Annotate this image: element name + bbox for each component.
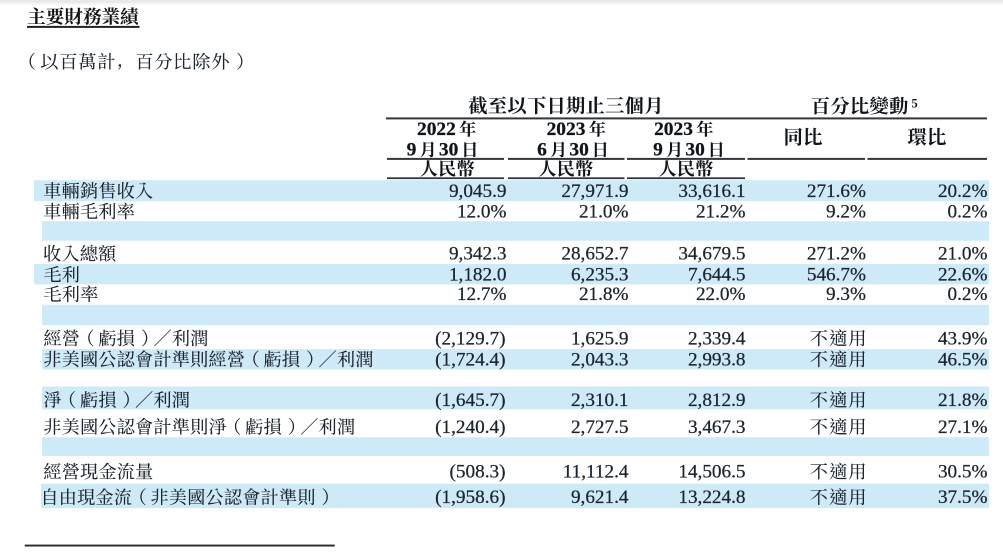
- svg-text:11,112.4: 11,112.4: [563, 462, 629, 483]
- svg-text:7,644.5: 7,644.5: [688, 265, 746, 286]
- svg-text:9.3%: 9.3%: [826, 284, 866, 305]
- svg-text:2022: 2022: [417, 119, 456, 140]
- svg-text:21.0%: 21.0%: [938, 244, 988, 265]
- svg-text:9,621.4: 9,621.4: [571, 487, 629, 508]
- svg-text:5: 5: [912, 97, 918, 111]
- svg-text:(1,240.4): (1,240.4): [435, 417, 505, 438]
- svg-text:9: 9: [407, 140, 417, 161]
- svg-text:21.8%: 21.8%: [938, 390, 988, 411]
- svg-text:2023: 2023: [547, 119, 586, 140]
- svg-text:21.8%: 21.8%: [579, 284, 629, 305]
- svg-text:27,971.9: 27,971.9: [561, 181, 628, 202]
- svg-text:271.6%: 271.6%: [807, 181, 866, 202]
- svg-text:14,506.5: 14,506.5: [678, 462, 745, 483]
- svg-text:(2,129.7): (2,129.7): [435, 328, 505, 349]
- svg-text:33,616.1: 33,616.1: [678, 181, 745, 202]
- svg-text:6,235.3: 6,235.3: [571, 265, 629, 286]
- svg-text:2,727.5: 2,727.5: [571, 417, 629, 438]
- svg-text:(1,958.6): (1,958.6): [435, 487, 505, 508]
- svg-text:3,467.3: 3,467.3: [688, 417, 746, 438]
- svg-text:2,339.4: 2,339.4: [688, 328, 746, 349]
- svg-text:27.1%: 27.1%: [938, 417, 988, 438]
- svg-text:12.7%: 12.7%: [457, 284, 507, 305]
- svg-text:2,043.3: 2,043.3: [571, 349, 629, 370]
- svg-text:271.2%: 271.2%: [807, 244, 866, 265]
- svg-text:34,679.5: 34,679.5: [678, 244, 745, 265]
- svg-text:6: 6: [537, 140, 547, 161]
- svg-text:0.2%: 0.2%: [948, 284, 988, 305]
- svg-text:1,182.0: 1,182.0: [449, 265, 507, 286]
- svg-text:0.2%: 0.2%: [948, 201, 988, 222]
- svg-text:13,224.8: 13,224.8: [678, 487, 745, 508]
- svg-text:30: 30: [439, 140, 458, 161]
- svg-text:2,310.1: 2,310.1: [571, 390, 629, 411]
- svg-text:30: 30: [569, 140, 588, 161]
- svg-text:546.7%: 546.7%: [807, 265, 866, 286]
- svg-text:21.0%: 21.0%: [579, 201, 629, 222]
- svg-text:46.5%: 46.5%: [938, 349, 988, 370]
- svg-text:2023: 2023: [654, 119, 693, 140]
- svg-text:(1,724.4): (1,724.4): [435, 349, 505, 370]
- svg-text:2,812.9: 2,812.9: [688, 390, 746, 411]
- svg-text:(508.3): (508.3): [450, 462, 506, 483]
- svg-text:30: 30: [685, 140, 704, 161]
- svg-text:30.5%: 30.5%: [938, 462, 988, 483]
- svg-text:9,342.3: 9,342.3: [449, 244, 507, 265]
- svg-text:28,652.7: 28,652.7: [561, 244, 629, 265]
- svg-text:22.6%: 22.6%: [938, 265, 988, 286]
- svg-text:(1,645.7): (1,645.7): [435, 390, 505, 411]
- svg-text:2,993.8: 2,993.8: [688, 349, 746, 370]
- svg-text:12.0%: 12.0%: [457, 201, 507, 222]
- svg-text:1,625.9: 1,625.9: [571, 328, 629, 349]
- svg-text:37.5%: 37.5%: [938, 487, 988, 508]
- svg-text:22.0%: 22.0%: [696, 284, 746, 305]
- svg-text:9: 9: [653, 140, 663, 161]
- svg-text:9.2%: 9.2%: [826, 201, 866, 222]
- svg-text:20.2%: 20.2%: [938, 181, 988, 202]
- svg-text:21.2%: 21.2%: [696, 201, 746, 222]
- svg-text:9,045.9: 9,045.9: [449, 181, 507, 202]
- svg-text:43.9%: 43.9%: [938, 328, 988, 349]
